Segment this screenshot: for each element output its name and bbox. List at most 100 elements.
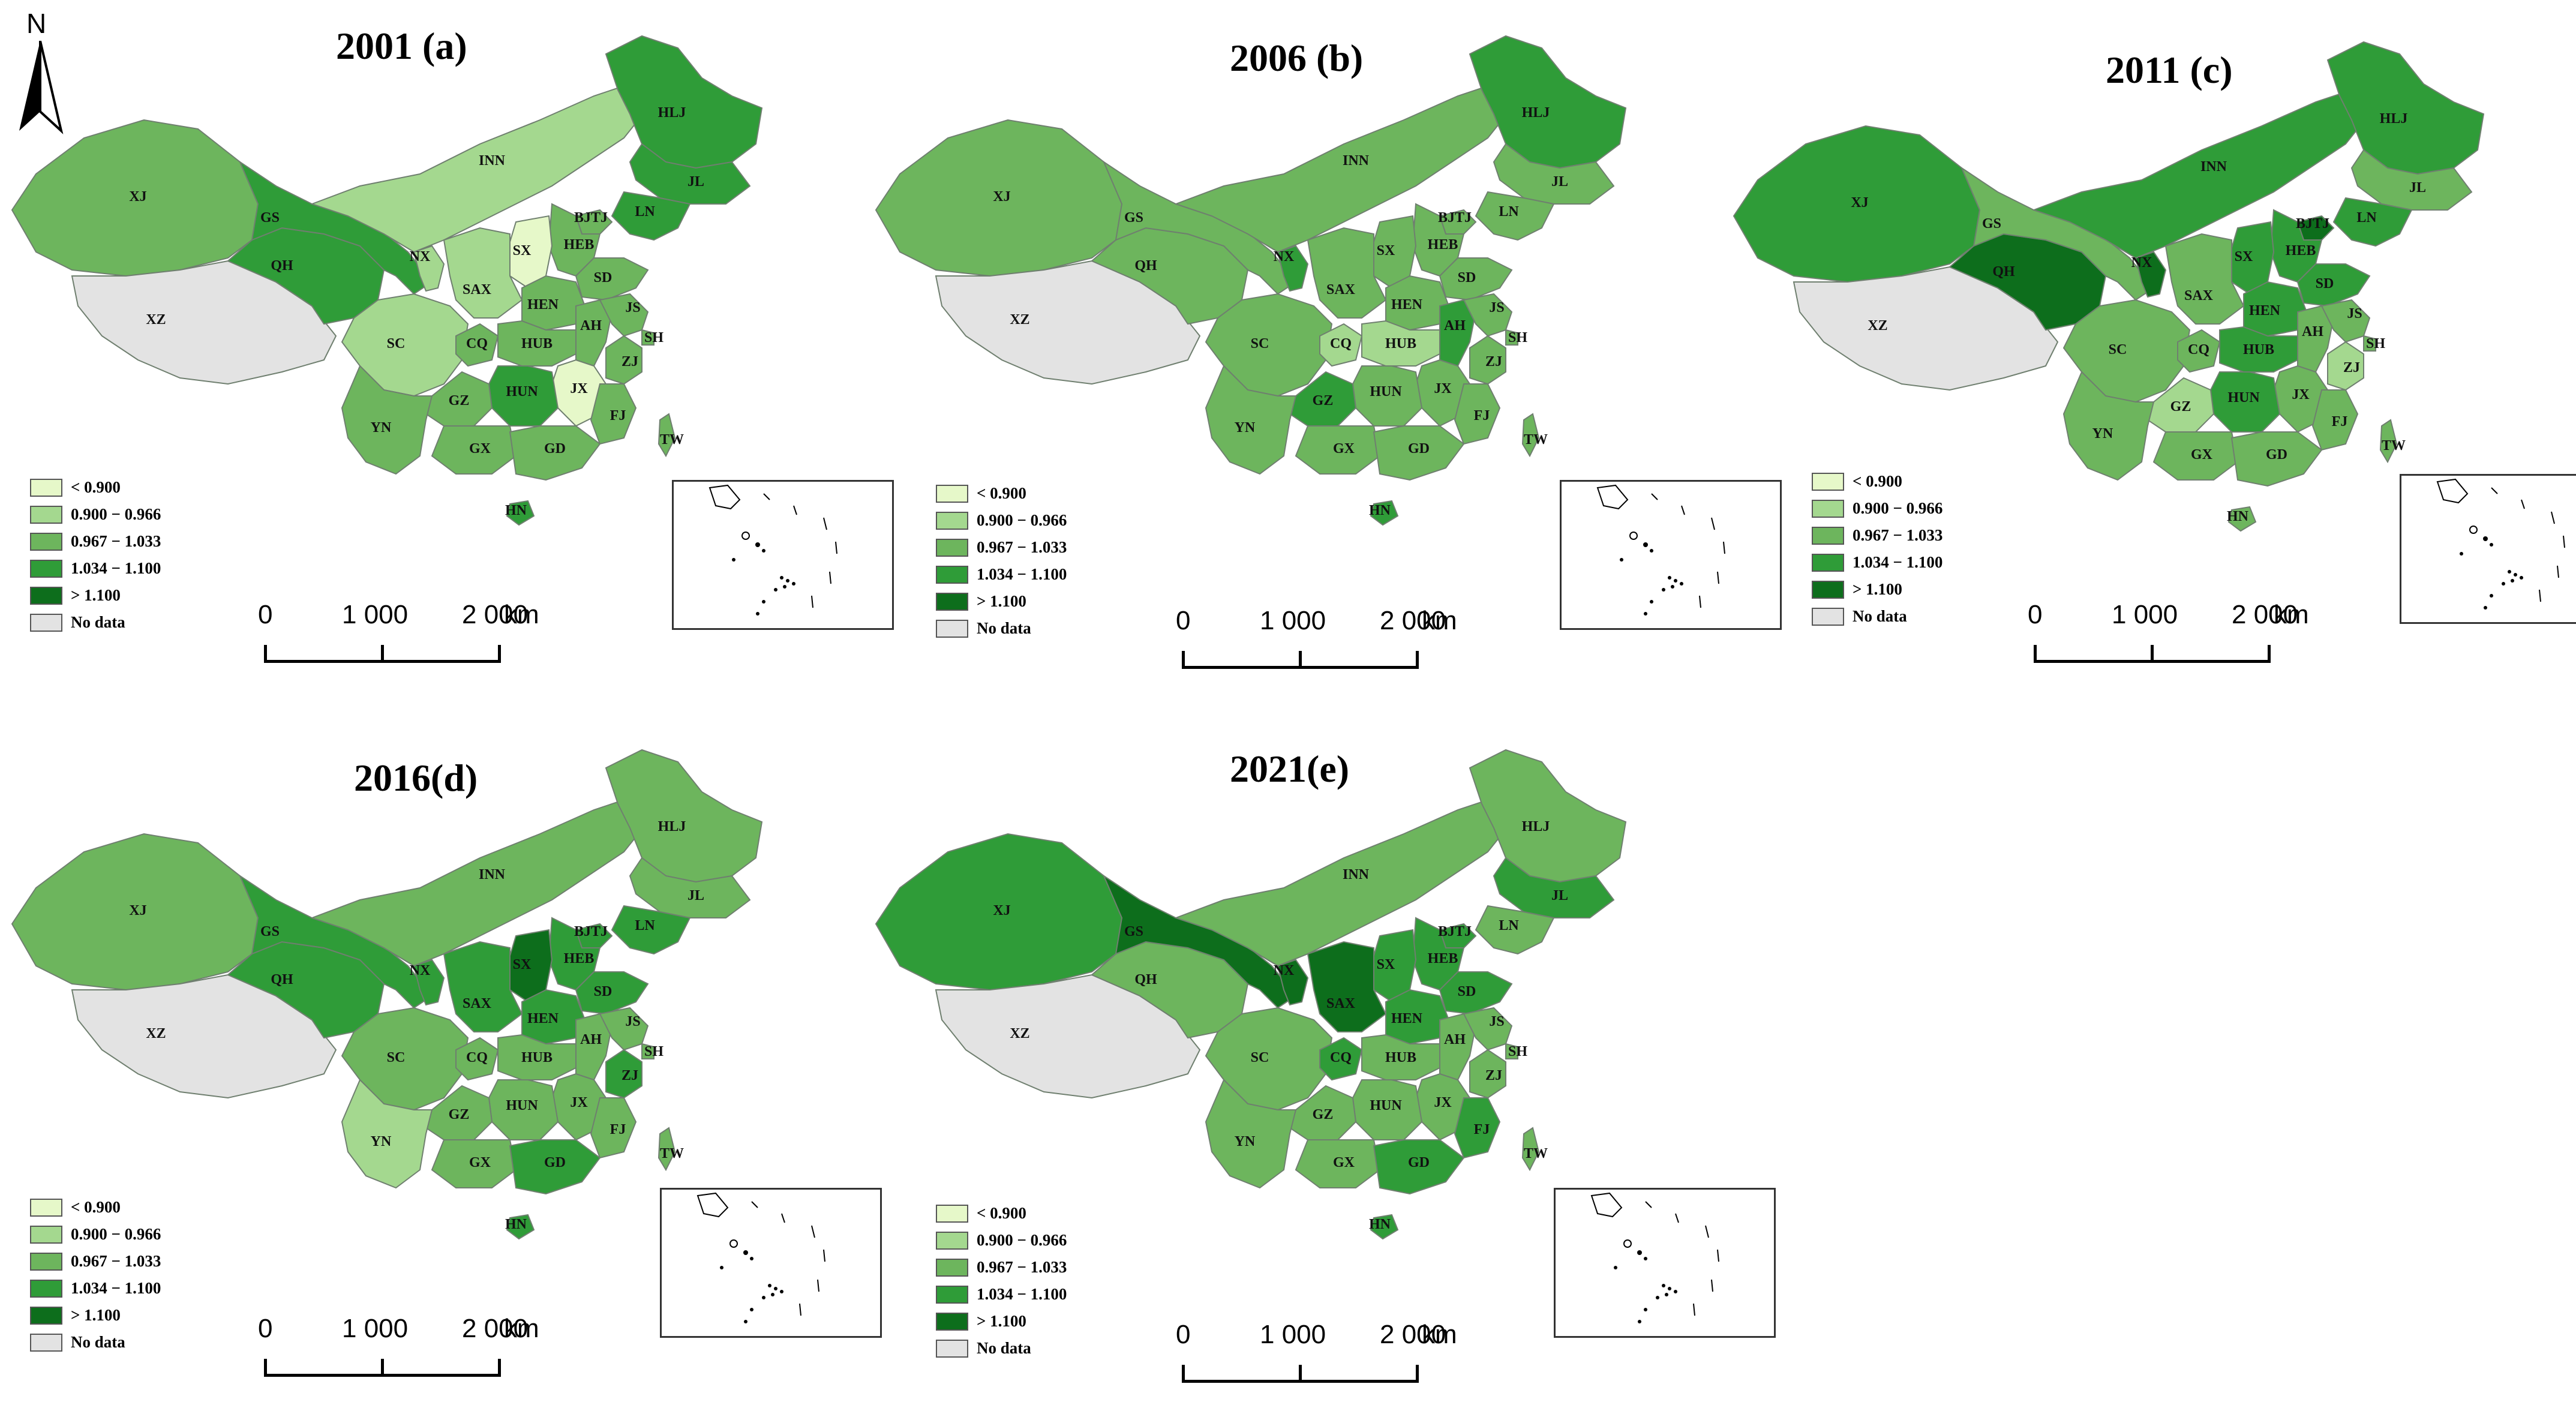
province-sh: [2363, 335, 2376, 352]
province-label-sax: SAX: [2184, 288, 2214, 304]
legend-swatch: [936, 619, 968, 638]
province-label-hn: HN: [1369, 1217, 1391, 1232]
province-label-gs: GS: [260, 924, 280, 939]
province-label-jl: JL: [687, 888, 704, 903]
province-label-gs: GS: [260, 210, 280, 226]
legend-item: 0.900 − 0.966: [30, 1221, 161, 1248]
legend-label: > 1.100: [71, 1306, 121, 1324]
scale-tick-label: 2 000: [2232, 600, 2298, 629]
province-label-cq: CQ: [1330, 1050, 1352, 1065]
province-cq: [455, 1037, 499, 1081]
map-panel-2011: 2011 (c) XJ XZ GS QH NX INN HLJ JL LN BJTJ SX HEB SD S…: [1716, 0, 2576, 690]
province-xz: [71, 260, 337, 385]
province-label-hen: HEN: [1391, 1011, 1423, 1026]
province-hn: [506, 1214, 535, 1240]
legend-swatch: [30, 1198, 62, 1217]
south-china-sea-inset: [2400, 474, 2576, 624]
province-sc: [341, 293, 469, 397]
scale-bar: 0 1 000 2 000 km: [1176, 1320, 1536, 1392]
province-label-sx: SX: [2235, 249, 2253, 265]
province-jl: [1493, 857, 1615, 918]
province-label-xj: XJ: [993, 189, 1010, 205]
province-label-zj: ZJ: [1485, 354, 1502, 370]
province-sax: [443, 227, 523, 319]
province-label-jx: JX: [1434, 381, 1452, 397]
province-label-sc: SC: [387, 336, 406, 352]
legend-label: 1.034 − 1.100: [71, 559, 161, 577]
north-label: N: [26, 8, 47, 39]
scale-tick-label: 1 000: [2112, 600, 2178, 629]
scale-tick: [264, 645, 267, 663]
inset-islands-icon: [708, 484, 837, 616]
province-label-fj: FJ: [610, 1122, 626, 1137]
province-label-bjtj: BJTJ: [1438, 924, 1472, 939]
province-label-fj: FJ: [1474, 1122, 1490, 1137]
legend-item: < 0.900: [1812, 468, 1942, 495]
province-label-sx: SX: [513, 957, 532, 972]
province-label-nx: NX: [410, 963, 431, 978]
legend-item: > 1.100: [936, 588, 1067, 615]
province-gx: [2152, 431, 2239, 481]
legend-swatch: [1812, 526, 1844, 545]
province-label-tw: TW: [1524, 1146, 1548, 1161]
south-china-sea-inset: [660, 1188, 882, 1338]
province-label-cq: CQ: [466, 1050, 488, 1065]
scale-tick-label: 0: [258, 600, 273, 629]
province-label-qh: QH: [1992, 264, 2015, 280]
legend-item: 0.900 − 0.966: [30, 501, 161, 528]
legend-swatch: [30, 1306, 62, 1325]
province-gx: [1295, 1139, 1381, 1188]
province-label-fj: FJ: [1474, 408, 1490, 424]
legend-swatch: [30, 532, 62, 551]
province-sh: [641, 329, 654, 346]
province-label-hub: HUB: [1385, 1050, 1416, 1065]
legend-item: No data: [30, 1329, 161, 1356]
province-label-zj: ZJ: [622, 1068, 638, 1083]
panel-title: 2001 (a): [336, 25, 467, 67]
province-label-gz: GZ: [449, 1107, 470, 1122]
china-province-map: XJ XZ GS QH NX INN HLJ JL LN BJTJ SX HEB SD SAX HEN SC C…: [1733, 41, 2485, 532]
province-label-gz: GZ: [449, 393, 470, 409]
scale-bar: 0 1 000 2 000 km: [2028, 600, 2388, 672]
province-label-hun: HUN: [2227, 390, 2260, 406]
province-label-yn: YN: [371, 1134, 392, 1149]
province-gz: [2146, 377, 2215, 433]
province-label-hub: HUB: [521, 336, 553, 352]
province-label-ah: AH: [580, 1032, 602, 1047]
province-jl: [629, 857, 751, 918]
legend-swatch: [30, 559, 62, 578]
province-ln: [1475, 905, 1555, 955]
scale-bar: 0 1 000 2 000 km: [258, 600, 618, 672]
province-zj: [2327, 341, 2364, 391]
province-zj: [1469, 335, 1506, 385]
legend-label: 0.900 − 0.966: [71, 1225, 161, 1243]
province-hlj: [605, 35, 763, 169]
legend-swatch: [936, 592, 968, 611]
province-label-tw: TW: [660, 432, 684, 448]
province-tw: [657, 413, 676, 458]
legend-item: 0.967 − 1.033: [936, 534, 1067, 561]
legend-item: No data: [936, 1335, 1067, 1362]
province-gx: [431, 1139, 517, 1188]
south-china-sea-inset: [672, 480, 894, 630]
scale-tick-label: 2 000: [1380, 1320, 1446, 1349]
province-jl: [1493, 143, 1615, 205]
province-label-heb: HEB: [564, 951, 595, 966]
province-label-ah: AH: [2302, 324, 2323, 340]
province-zj: [1469, 1049, 1506, 1099]
province-label-gx: GX: [2191, 447, 2213, 463]
province-label-nx: NX: [410, 249, 431, 265]
china-province-map: XJ XZ GS QH NX INN HLJ JL LN BJTJ SX HEB SD SAX HEN SC C…: [11, 749, 763, 1240]
province-jl: [2350, 149, 2473, 211]
legend-swatch: [936, 1285, 968, 1304]
scale-bar: 0 1 000 2 000 km: [1176, 606, 1536, 678]
province-label-fj: FJ: [610, 408, 626, 424]
legend-item: 1.034 − 1.100: [30, 1275, 161, 1302]
province-inn: [1174, 797, 1513, 967]
scale-unit: km: [1422, 606, 1457, 635]
province-fj: [1454, 383, 1501, 445]
province-sd: [575, 971, 649, 1015]
scale-tick-label: 0: [2028, 600, 2043, 629]
legend-label: 1.034 − 1.100: [977, 1285, 1067, 1303]
province-label-sh: SH: [1508, 330, 1527, 346]
